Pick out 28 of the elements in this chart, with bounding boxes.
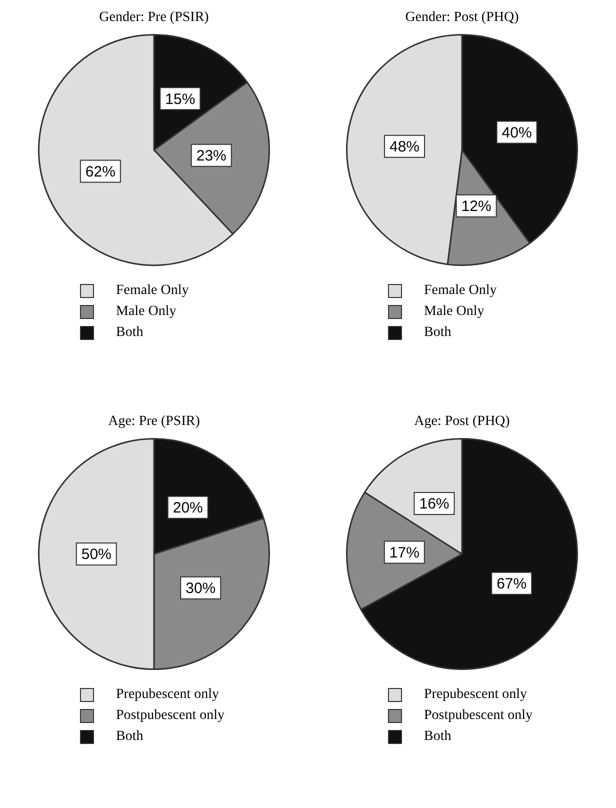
data-label: 67% xyxy=(496,575,527,592)
legend-label: Male Only xyxy=(424,304,484,320)
legend-label: Both xyxy=(424,324,452,340)
data-label: 15% xyxy=(165,90,196,108)
legend-label: Both xyxy=(116,324,144,340)
data-label: 23% xyxy=(196,148,226,165)
data-label: 40% xyxy=(502,124,532,142)
legend-label: Postpubescent only xyxy=(116,708,224,724)
data-label: 30% xyxy=(186,580,216,598)
chart-title: Gender: Post (PHQ) xyxy=(404,10,520,27)
data-label: 16% xyxy=(419,496,450,513)
data-label: 12% xyxy=(461,198,492,215)
chart-title: Age: Pre (PSIR) xyxy=(107,414,201,431)
legend-label: Both xyxy=(116,728,144,744)
data-label: 48% xyxy=(389,138,420,156)
data-label: 20% xyxy=(172,500,203,517)
legend-label: Prepubescent only xyxy=(424,686,528,702)
data-label: 50% xyxy=(81,546,112,564)
legend-label: Postpubescent only xyxy=(424,708,532,724)
data-label: 62% xyxy=(85,163,116,180)
legend-label: Female Only xyxy=(116,282,189,298)
legend-label: Female Only xyxy=(424,282,497,298)
legend-label: Both xyxy=(424,728,452,744)
data-label: 17% xyxy=(389,544,420,562)
chart-title: Age: Post (PHQ) xyxy=(413,414,511,431)
legend-label: Male Only xyxy=(116,304,176,320)
chart-title: Gender: Pre (PSIR) xyxy=(98,10,210,27)
legend-label: Prepubescent only xyxy=(116,686,220,702)
